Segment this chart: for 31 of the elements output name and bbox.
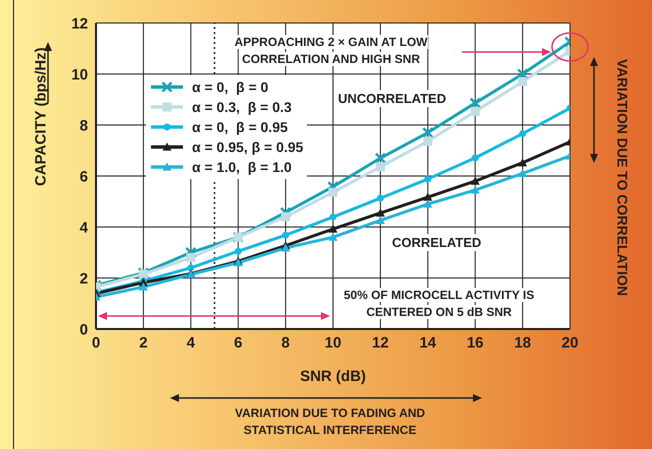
x-tick-label: 0	[92, 334, 100, 352]
x-tick-label: 10	[324, 334, 342, 352]
y-tick-label: 10	[71, 66, 88, 84]
y-tick-label: 6	[80, 168, 88, 186]
y-axis-title: CAPACITY (bps/Hz)	[32, 47, 50, 186]
x-tick-label: 18	[514, 334, 531, 352]
legend-label: α = 0.95, β = 0.95	[192, 139, 304, 155]
x-axis-title: SNR (dB)	[300, 368, 366, 385]
annotation: APPROACHING 2 × GAIN AT LOW CORRELATION AND HIGH SNR	[234, 35, 428, 66]
y-tick-label: 2	[80, 270, 88, 288]
legend-label: α = 0, β = 0.95	[192, 119, 288, 135]
x-tick-label: 4	[186, 334, 196, 352]
y-tick-label: 0	[80, 321, 88, 338]
text: VARIATION DUE TO FADING AND STATISTICAL INTERFERENCE	[234, 405, 426, 439]
annotation: UNCORRELATED	[336, 90, 448, 107]
x-tick-label: 8	[281, 334, 290, 352]
x-tick-label: 14	[419, 334, 437, 352]
annotation: CORRELATED	[390, 234, 484, 251]
x-tick-label: 12	[372, 334, 389, 352]
text: VARIATION DUE TO CORRELATION	[614, 58, 630, 298]
x-tick-label: 16	[466, 334, 484, 352]
x-tick-label: 6	[234, 334, 242, 352]
x-tick-label: 20	[562, 334, 578, 352]
y-tick-label: 8	[80, 117, 88, 134]
x-tick-label: 2	[139, 334, 148, 352]
legend-label: α = 1.0, β = 1.0	[192, 159, 292, 175]
legend-label: α = 0, β = 0	[192, 79, 268, 95]
y-tick-label: 12	[71, 15, 88, 32]
y-tick-label: 4	[80, 219, 89, 236]
annotation: 50% OF MICROCELL ACTIVITY IS CENTERED ON 5 dB SNR	[344, 288, 534, 319]
legend-label: α = 0.3, β = 0.3	[192, 99, 292, 115]
